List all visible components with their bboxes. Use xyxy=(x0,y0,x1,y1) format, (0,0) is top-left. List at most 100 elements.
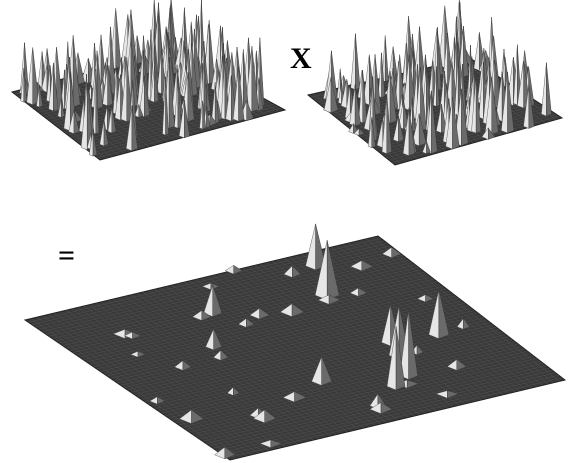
spike-dark xyxy=(395,326,406,391)
spike-dark xyxy=(23,68,28,103)
surfaces xyxy=(10,0,567,461)
spike-dark xyxy=(233,386,240,396)
spike-dark xyxy=(177,76,182,129)
spike-dark xyxy=(259,307,270,320)
mesh-line xyxy=(226,377,562,458)
spike-light xyxy=(473,32,480,71)
spike-dark xyxy=(168,57,175,129)
spike-dark xyxy=(406,379,420,389)
spike-dark xyxy=(426,141,431,154)
spike-dark xyxy=(491,76,499,135)
spike-dark xyxy=(103,119,109,147)
spike-dark xyxy=(270,439,283,449)
spike-dark xyxy=(258,77,264,111)
spike-dark xyxy=(137,350,146,358)
spike-dark xyxy=(187,72,195,123)
spike-dark xyxy=(191,43,198,97)
spike-dark xyxy=(385,35,389,82)
spike-dark xyxy=(488,127,495,140)
spike-dark xyxy=(224,446,236,460)
spike-dark xyxy=(418,113,427,147)
spike-dark xyxy=(165,76,169,136)
equals-sign: = xyxy=(58,239,75,272)
spike-dark xyxy=(191,409,204,424)
spike-dark xyxy=(201,310,212,321)
spike-dark xyxy=(475,75,481,134)
spike-dark xyxy=(380,402,393,414)
spike-dark xyxy=(213,328,222,351)
spike-dark xyxy=(136,35,143,65)
spike-dark xyxy=(358,287,368,297)
spike-dark xyxy=(92,128,98,157)
spike-dark xyxy=(361,260,374,272)
spike-dark xyxy=(438,289,450,339)
spike-dark xyxy=(461,88,469,147)
spike-dark xyxy=(53,62,59,112)
spike-dark xyxy=(220,349,229,361)
spike-dark xyxy=(132,331,142,340)
spike-dark xyxy=(463,26,469,78)
spike-dark xyxy=(528,84,535,129)
spike-dark xyxy=(398,115,404,143)
spike-dark xyxy=(144,75,150,118)
spike-dark xyxy=(362,70,368,124)
spike-dark xyxy=(184,100,190,139)
spike-dark xyxy=(391,246,402,259)
mesh-line xyxy=(202,360,541,442)
spike-dark xyxy=(107,65,113,107)
spike-dark xyxy=(182,360,192,371)
spike-dark xyxy=(154,66,159,103)
spike-dark xyxy=(447,390,460,399)
spike-dark xyxy=(389,71,397,124)
mesh-line xyxy=(366,238,554,383)
spike-dark xyxy=(292,265,301,278)
spike-dark xyxy=(214,82,220,124)
spike-dark xyxy=(437,27,442,91)
spike-dark xyxy=(456,359,467,371)
spike-dark xyxy=(420,67,427,132)
spike-dark xyxy=(209,113,217,127)
spike-dark xyxy=(328,294,341,305)
spike-dark xyxy=(96,50,104,110)
spike-dark xyxy=(60,98,65,118)
spike-dark xyxy=(412,97,416,132)
spike-dark xyxy=(436,66,440,107)
spike-dark xyxy=(131,105,138,152)
spike-dark xyxy=(355,33,361,90)
spike-dark xyxy=(392,67,399,110)
spike-dark xyxy=(452,96,460,150)
spike-dark xyxy=(208,20,215,85)
spike-dark xyxy=(212,284,222,317)
spike-dark xyxy=(202,100,206,130)
spike-dark xyxy=(431,90,438,154)
spike-dark xyxy=(110,26,117,96)
mesh-line xyxy=(360,240,549,385)
spike-dark xyxy=(246,317,255,328)
spike-dark xyxy=(246,100,254,122)
mesh-line xyxy=(199,358,537,440)
mesh-line xyxy=(195,355,534,437)
spike-dark xyxy=(330,77,339,114)
spike-light xyxy=(402,43,407,86)
spike-light xyxy=(541,62,547,117)
mesh-line xyxy=(354,241,543,386)
mesh-line xyxy=(371,237,560,382)
spike-dark xyxy=(238,66,245,122)
spike-dark xyxy=(291,303,305,318)
spike-dark xyxy=(39,85,43,108)
spike-dark xyxy=(233,264,243,275)
spike-dark xyxy=(386,94,392,155)
spike-dark xyxy=(111,105,117,134)
spike-dark xyxy=(138,104,144,118)
mesh-line xyxy=(223,375,559,456)
spike-dark xyxy=(157,396,166,405)
spike-dark xyxy=(206,106,211,129)
spike-dark xyxy=(251,46,259,113)
spike-dark xyxy=(354,84,361,127)
spike-dark xyxy=(408,309,418,380)
spike-dark xyxy=(463,317,470,330)
multiply-sign: X xyxy=(290,42,312,75)
spike-dark xyxy=(371,117,376,149)
spike-dark xyxy=(77,52,85,86)
